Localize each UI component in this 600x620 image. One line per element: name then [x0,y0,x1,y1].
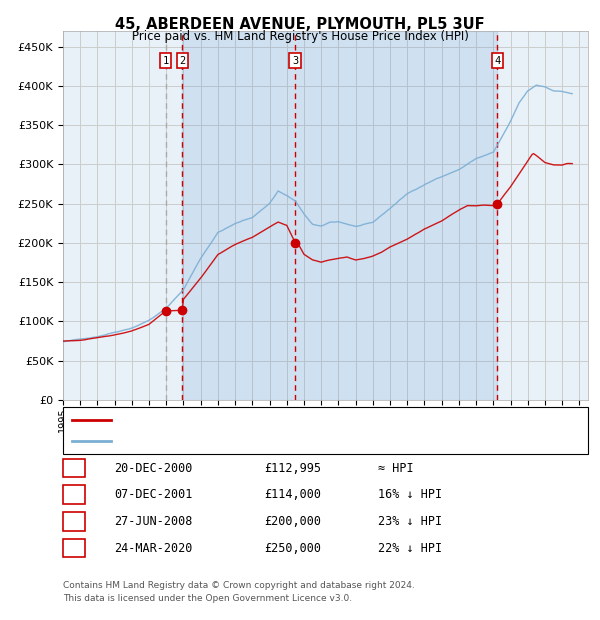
Bar [182,31,497,400]
Text: 24-MAR-2020: 24-MAR-2020 [114,542,193,554]
Text: 07-DEC-2001: 07-DEC-2001 [114,489,193,501]
Text: 1: 1 [71,462,77,474]
Text: 3: 3 [71,515,77,528]
Text: HPI: Average price, detached house, City of Plymouth: HPI: Average price, detached house, City… [120,436,400,446]
Text: 2: 2 [179,56,185,66]
Text: £250,000: £250,000 [264,542,321,554]
Text: 2: 2 [71,489,77,501]
Text: 16% ↓ HPI: 16% ↓ HPI [378,489,442,501]
Text: 3: 3 [292,56,298,66]
Text: Price paid vs. HM Land Registry's House Price Index (HPI): Price paid vs. HM Land Registry's House … [131,30,469,43]
Text: 20-DEC-2000: 20-DEC-2000 [114,462,193,474]
Text: 23% ↓ HPI: 23% ↓ HPI [378,515,442,528]
Text: ≈ HPI: ≈ HPI [378,462,413,474]
Text: 45, ABERDEEN AVENUE, PLYMOUTH, PL5 3UF: 45, ABERDEEN AVENUE, PLYMOUTH, PL5 3UF [115,17,485,32]
Text: Contains HM Land Registry data © Crown copyright and database right 2024.: Contains HM Land Registry data © Crown c… [63,582,415,590]
Text: 4: 4 [71,542,77,554]
Text: This data is licensed under the Open Government Licence v3.0.: This data is licensed under the Open Gov… [63,594,352,603]
Text: £114,000: £114,000 [264,489,321,501]
Text: 4: 4 [494,56,500,66]
Text: 1: 1 [163,56,169,66]
Text: 22% ↓ HPI: 22% ↓ HPI [378,542,442,554]
Text: 27-JUN-2008: 27-JUN-2008 [114,515,193,528]
Text: £200,000: £200,000 [264,515,321,528]
Text: 45, ABERDEEN AVENUE, PLYMOUTH, PL5 3UF (detached house): 45, ABERDEEN AVENUE, PLYMOUTH, PL5 3UF (… [120,415,447,425]
Text: £112,995: £112,995 [264,462,321,474]
